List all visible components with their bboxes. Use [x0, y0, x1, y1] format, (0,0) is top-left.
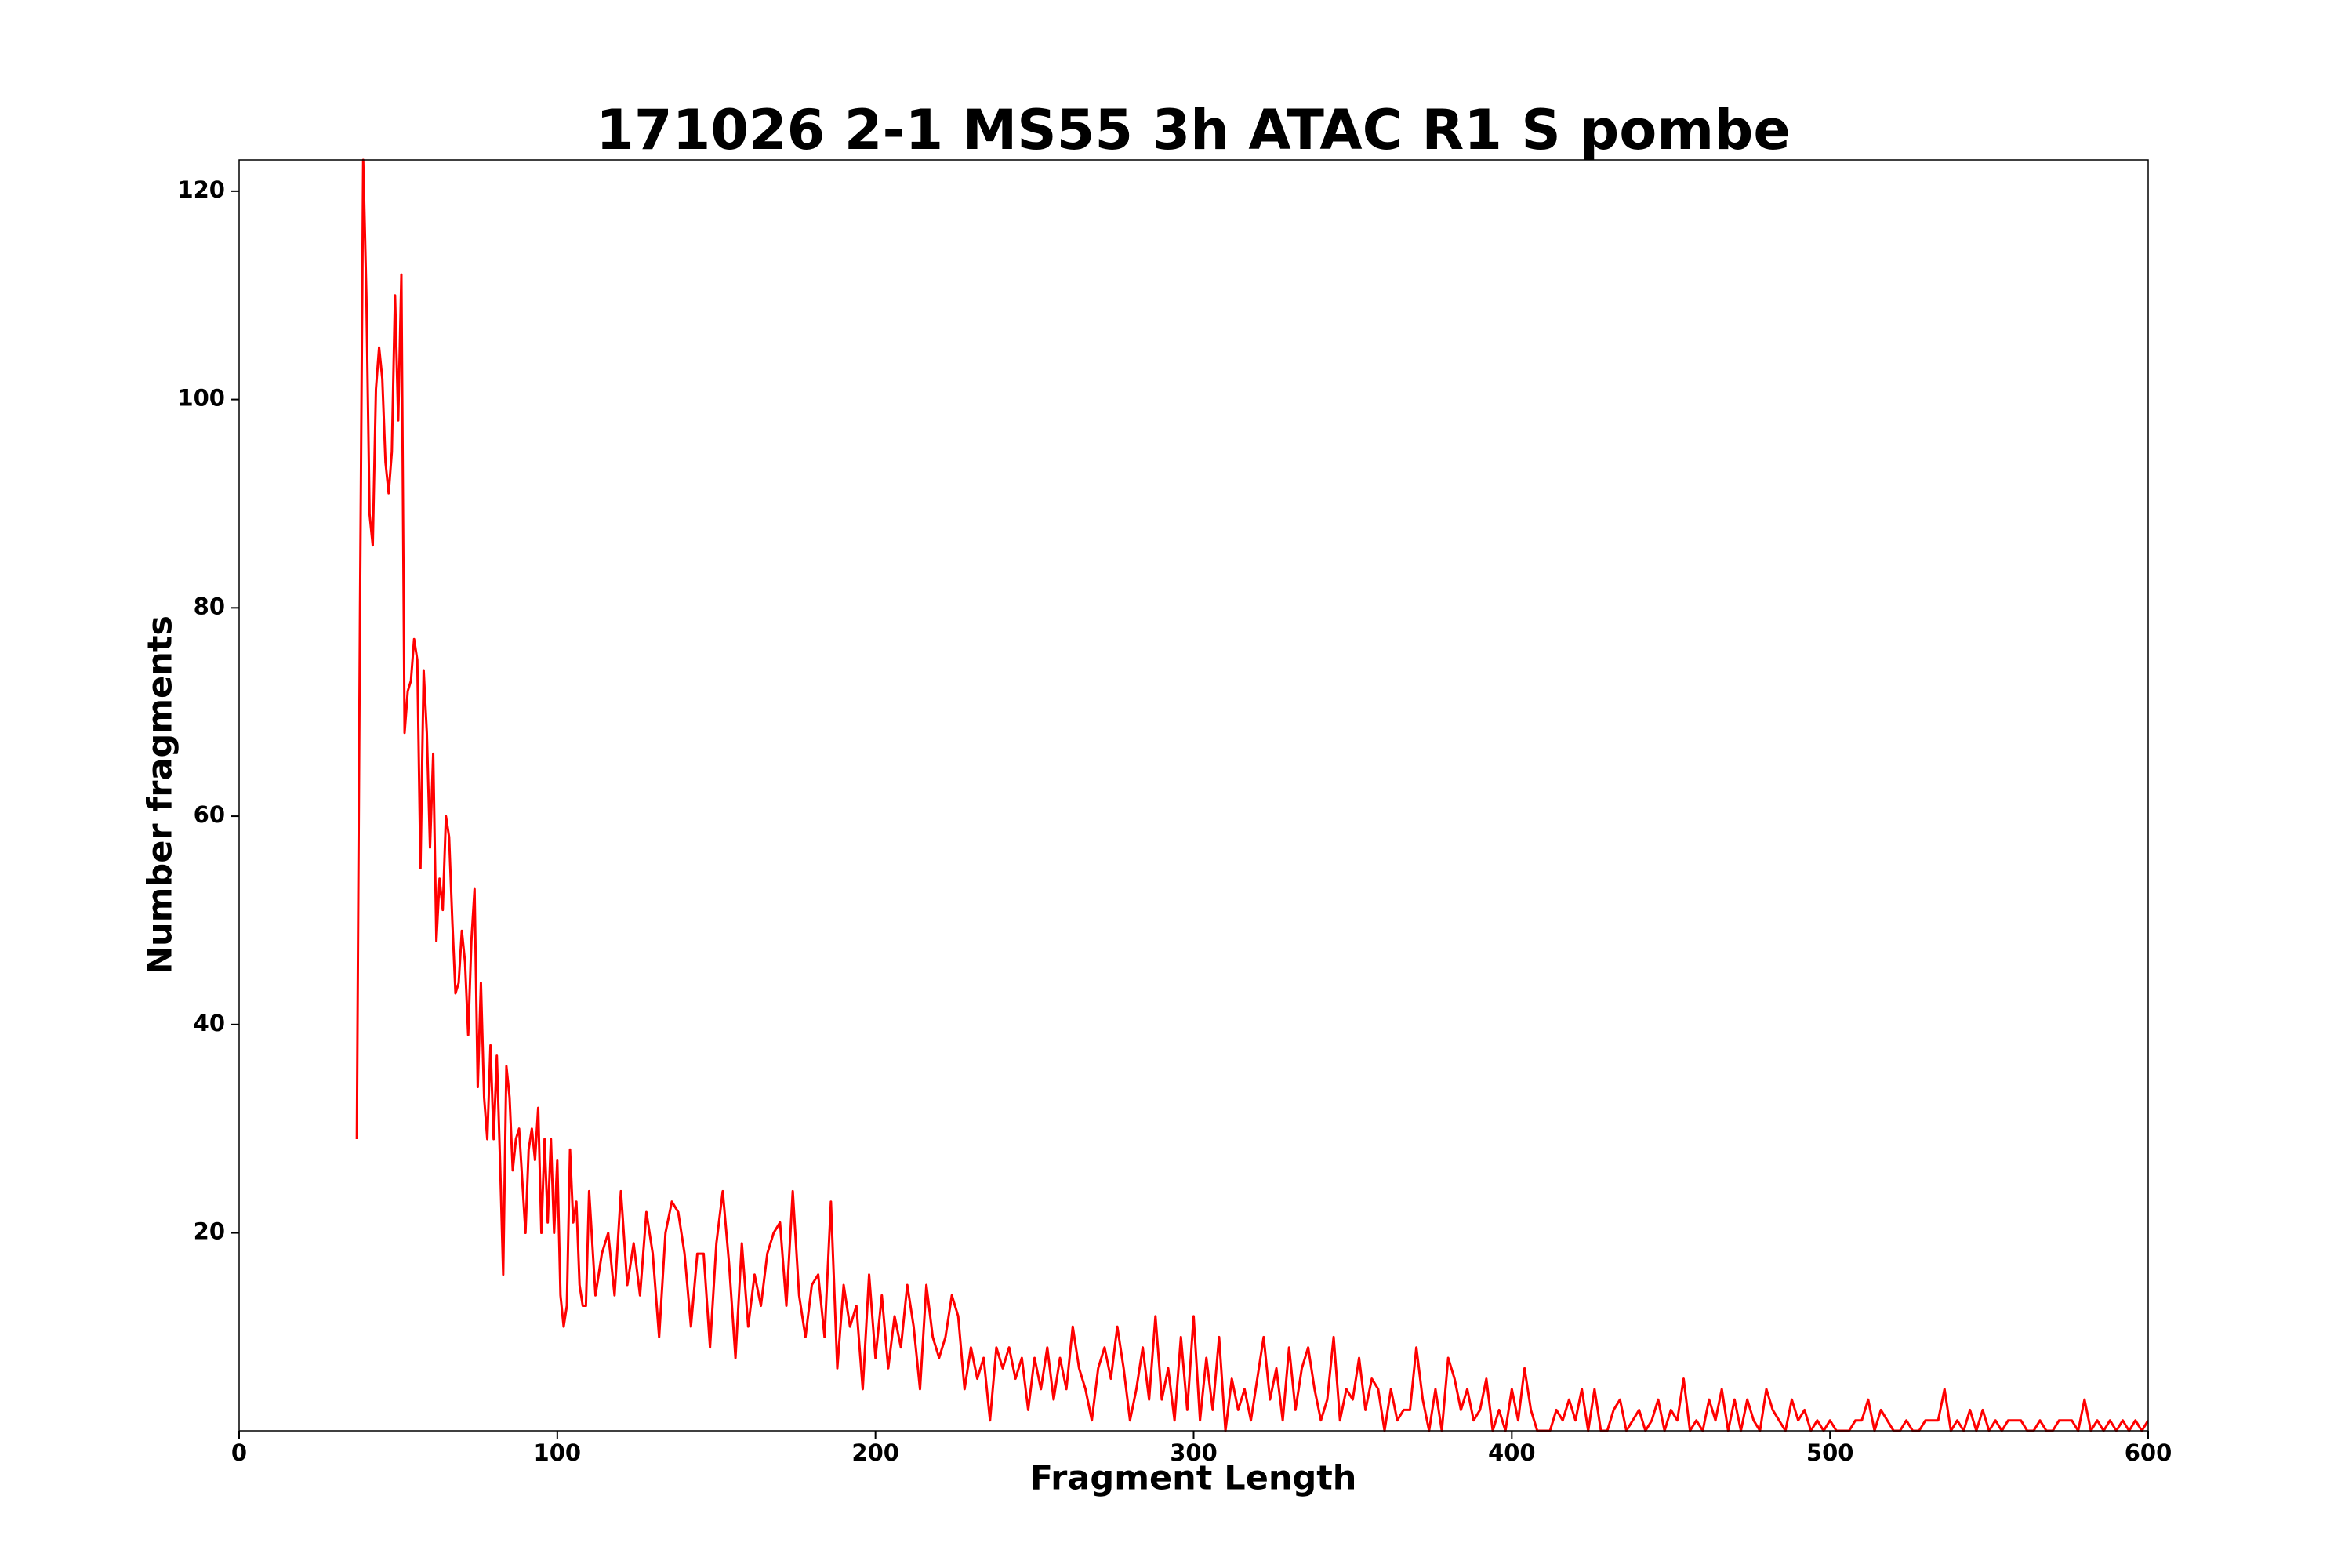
x-tick-label: 200: [851, 1439, 899, 1466]
x-tick-label: 600: [2125, 1439, 2172, 1466]
y-axis-label: Number fragments: [141, 615, 180, 975]
y-tick-label: 100: [177, 385, 225, 412]
x-axis-label: Fragment Length: [1030, 1459, 1357, 1498]
x-tick-label: 400: [1488, 1439, 1536, 1466]
y-tick-label: 40: [194, 1010, 225, 1036]
y-tick-label: 120: [177, 176, 225, 203]
y-tick-label: 20: [194, 1218, 225, 1245]
y-tick-label: 60: [194, 801, 225, 828]
x-tick-label: 300: [1170, 1439, 1218, 1466]
y-tick-label: 80: [194, 593, 225, 619]
x-tick-label: 100: [534, 1439, 582, 1466]
x-tick-label: 500: [1806, 1439, 1854, 1466]
chart-title: 171026 2-1 MS55 3h ATAC R1 S pombe: [596, 98, 1791, 162]
x-tick-label: 0: [231, 1439, 247, 1466]
plot-frame: [238, 159, 2149, 1432]
